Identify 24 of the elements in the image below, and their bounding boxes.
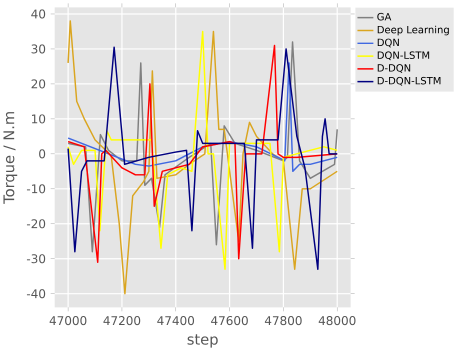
x-tick-label: 47000 <box>50 316 86 326</box>
y-tick-label: 30 <box>32 44 46 54</box>
y-tick-label: 40 <box>31 9 46 19</box>
x-tick-label: 47600 <box>211 316 248 326</box>
y-tick-label: 20 <box>32 79 46 88</box>
legend-label: Deep Learning <box>378 26 449 36</box>
line-series <box>67 62 338 172</box>
legend-label: D-DQN <box>378 64 410 73</box>
y-tick-label: -40 <box>26 289 46 298</box>
x-tick-label: 47400 <box>157 316 194 326</box>
x-tick-label: 47200 <box>103 316 140 326</box>
y-axis-title: Torque / N.m <box>3 112 18 204</box>
legend-label: D-DQN-LSTM <box>378 76 440 86</box>
y-tick-label: -20 <box>26 219 46 228</box>
y-tick-label: -10 <box>26 184 46 194</box>
y-tick-label: 0 <box>39 149 46 158</box>
y-tick-label: -30 <box>26 254 46 264</box>
legend-label: DQN-LSTM <box>378 51 430 60</box>
x-axis-title: step <box>188 334 218 348</box>
legend-label: DQN <box>378 38 399 48</box>
y-tick-label: 10 <box>32 114 46 124</box>
x-tick-label: 47800 <box>264 316 302 326</box>
legend-label: GA <box>377 12 392 20</box>
x-tick-label: 48000 <box>318 316 356 326</box>
